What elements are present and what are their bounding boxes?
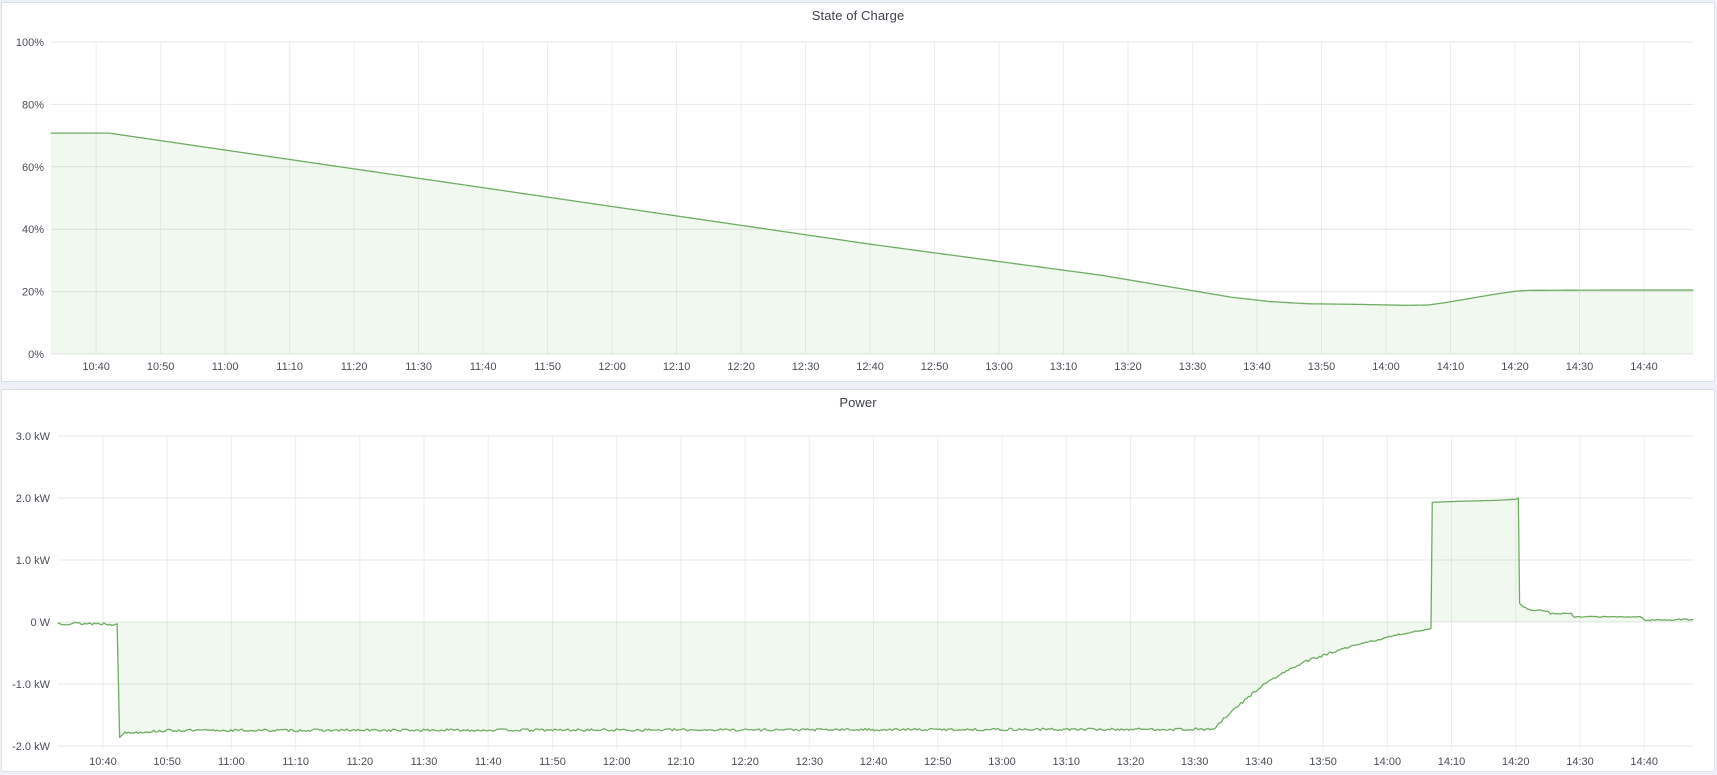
svg-text:13:20: 13:20 bbox=[1114, 361, 1142, 373]
svg-text:14:10: 14:10 bbox=[1437, 361, 1465, 373]
svg-text:-1.0 kW: -1.0 kW bbox=[12, 679, 51, 691]
svg-text:20%: 20% bbox=[22, 287, 44, 299]
svg-text:0%: 0% bbox=[28, 349, 44, 361]
svg-text:12:50: 12:50 bbox=[921, 361, 949, 373]
svg-text:-2.0 kW: -2.0 kW bbox=[12, 741, 51, 753]
svg-text:0 W: 0 W bbox=[30, 617, 50, 629]
svg-text:13:20: 13:20 bbox=[1117, 756, 1145, 768]
svg-text:10:50: 10:50 bbox=[153, 756, 181, 768]
svg-text:40%: 40% bbox=[22, 224, 44, 236]
power-panel-title: Power bbox=[839, 395, 877, 410]
svg-text:13:50: 13:50 bbox=[1309, 756, 1337, 768]
svg-text:12:20: 12:20 bbox=[727, 361, 755, 373]
soc-panel: State of Charge 10:40 10:50 11:00 11:10 11:2… bbox=[1, 2, 1715, 382]
svg-text:12:50: 12:50 bbox=[924, 756, 952, 768]
svg-text:12:30: 12:30 bbox=[792, 361, 820, 373]
svg-text:13:30: 13:30 bbox=[1179, 361, 1207, 373]
svg-text:11:20: 11:20 bbox=[346, 756, 373, 768]
svg-text:11:10: 11:10 bbox=[276, 361, 303, 373]
svg-text:11:30: 11:30 bbox=[411, 756, 438, 768]
svg-text:13:00: 13:00 bbox=[988, 756, 1016, 768]
svg-text:11:00: 11:00 bbox=[212, 361, 239, 373]
svg-text:11:40: 11:40 bbox=[470, 361, 497, 373]
soc-panel-title: State of Charge bbox=[811, 8, 905, 23]
svg-text:60%: 60% bbox=[22, 162, 44, 174]
svg-text:1.0 kW: 1.0 kW bbox=[16, 555, 51, 567]
svg-text:11:20: 11:20 bbox=[341, 361, 368, 373]
svg-text:10:50: 10:50 bbox=[147, 361, 175, 373]
svg-text:12:00: 12:00 bbox=[603, 756, 631, 768]
svg-text:2.0 kW: 2.0 kW bbox=[16, 493, 51, 505]
svg-text:11:30: 11:30 bbox=[405, 361, 432, 373]
svg-text:14:40: 14:40 bbox=[1630, 756, 1658, 768]
svg-text:80%: 80% bbox=[22, 99, 44, 111]
svg-text:13:00: 13:00 bbox=[985, 361, 1013, 373]
svg-text:12:20: 12:20 bbox=[731, 756, 759, 768]
svg-text:14:10: 14:10 bbox=[1438, 756, 1466, 768]
svg-text:13:50: 13:50 bbox=[1308, 361, 1336, 373]
svg-text:13:40: 13:40 bbox=[1245, 756, 1273, 768]
svg-text:14:20: 14:20 bbox=[1502, 756, 1530, 768]
soc-chart-canvas[interactable]: 10:40 10:50 11:00 11:10 11:20 11:30 11:40 11:50… bbox=[2, 3, 1714, 381]
svg-text:13:10: 13:10 bbox=[1050, 361, 1078, 373]
svg-text:11:10: 11:10 bbox=[282, 756, 309, 768]
svg-text:10:40: 10:40 bbox=[82, 361, 110, 373]
svg-text:100%: 100% bbox=[16, 37, 44, 49]
svg-text:12:30: 12:30 bbox=[796, 756, 824, 768]
svg-text:3.0 kW: 3.0 kW bbox=[16, 431, 51, 443]
svg-text:13:30: 13:30 bbox=[1181, 756, 1209, 768]
svg-text:12:10: 12:10 bbox=[667, 756, 695, 768]
svg-text:11:00: 11:00 bbox=[218, 756, 245, 768]
svg-text:11:50: 11:50 bbox=[534, 361, 561, 373]
svg-text:12:40: 12:40 bbox=[856, 361, 884, 373]
power-panel: Power 10:40 10:50 11:00 11:10 11:20 11:30 11:4… bbox=[1, 389, 1715, 772]
svg-text:14:30: 14:30 bbox=[1566, 756, 1594, 768]
svg-text:14:40: 14:40 bbox=[1630, 361, 1658, 373]
svg-text:10:40: 10:40 bbox=[89, 756, 117, 768]
svg-text:14:30: 14:30 bbox=[1566, 361, 1594, 373]
svg-text:12:00: 12:00 bbox=[598, 361, 626, 373]
power-chart-canvas[interactable]: 10:40 10:50 11:00 11:10 11:20 11:30 11:40 11:50… bbox=[2, 390, 1714, 771]
svg-text:11:40: 11:40 bbox=[475, 756, 502, 768]
svg-text:12:10: 12:10 bbox=[663, 361, 691, 373]
svg-text:12:40: 12:40 bbox=[860, 756, 888, 768]
svg-text:13:40: 13:40 bbox=[1243, 361, 1271, 373]
svg-text:11:50: 11:50 bbox=[539, 756, 566, 768]
svg-text:14:00: 14:00 bbox=[1372, 361, 1400, 373]
svg-text:14:20: 14:20 bbox=[1501, 361, 1529, 373]
svg-text:14:00: 14:00 bbox=[1374, 756, 1402, 768]
svg-text:13:10: 13:10 bbox=[1052, 756, 1080, 768]
